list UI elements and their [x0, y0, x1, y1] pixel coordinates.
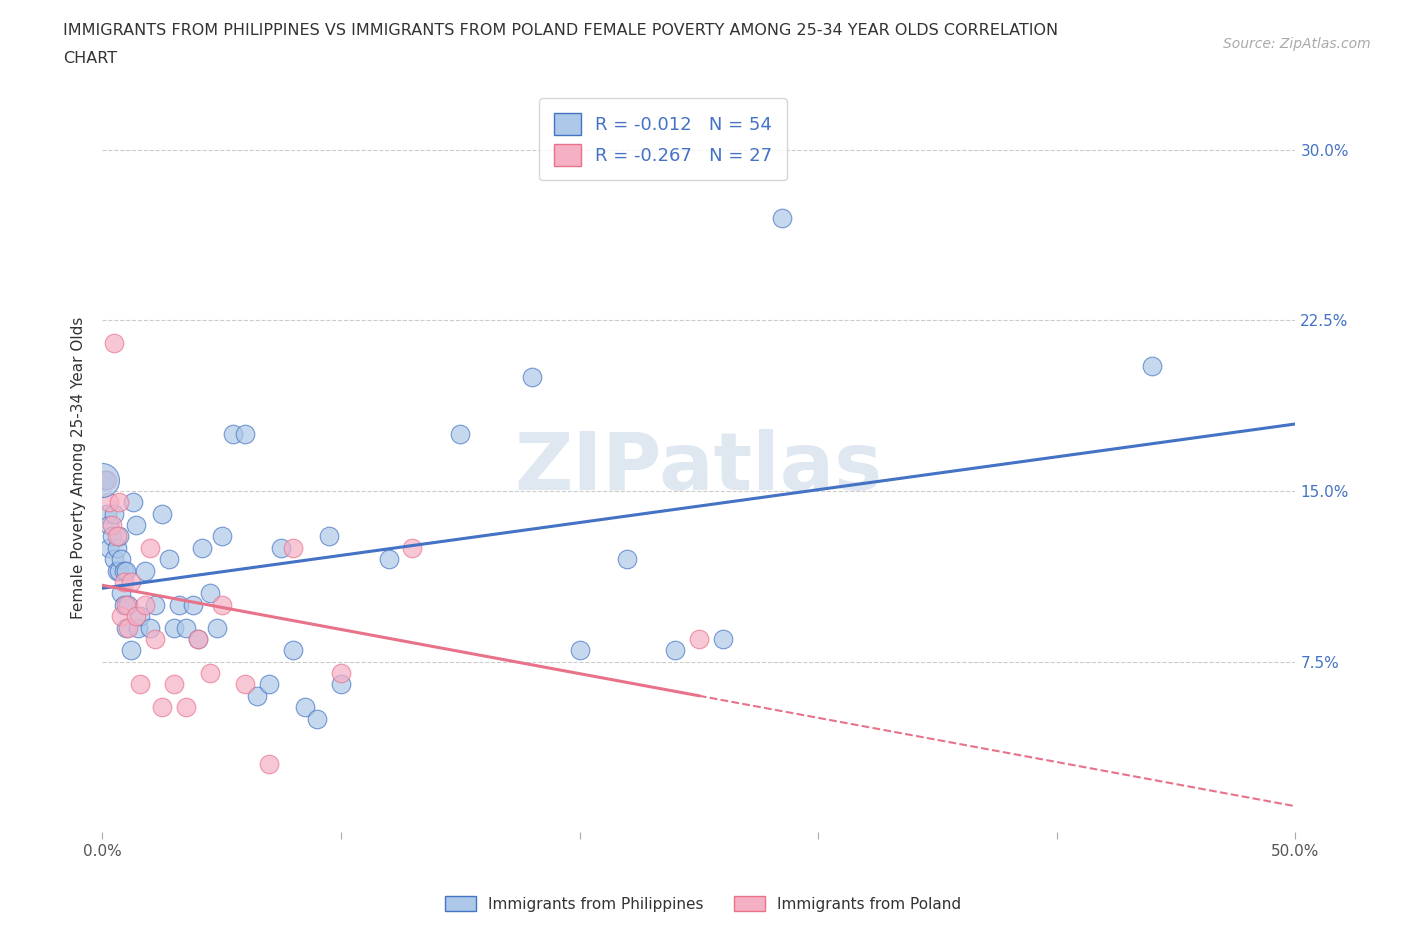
Legend: Immigrants from Philippines, Immigrants from Poland: Immigrants from Philippines, Immigrants …: [439, 889, 967, 918]
Point: [98, 518, 121, 533]
Point: [112, 564, 135, 578]
Point: [96, 472, 118, 487]
Point: [235, 677, 257, 692]
Point: [1142, 358, 1164, 373]
Point: [187, 631, 209, 646]
Point: [124, 518, 146, 533]
Point: [377, 551, 399, 566]
Point: [100, 529, 122, 544]
Point: [222, 427, 245, 442]
Point: [108, 529, 131, 544]
Point: [664, 643, 686, 658]
Point: [235, 427, 257, 442]
Point: [401, 540, 423, 555]
Point: [105, 540, 128, 555]
Point: [167, 597, 190, 612]
Text: CHART: CHART: [63, 51, 117, 66]
Point: [108, 564, 131, 578]
Point: [205, 620, 228, 635]
Point: [449, 427, 471, 442]
Point: [117, 620, 139, 635]
Point: [139, 540, 162, 555]
Text: Source: ZipAtlas.com: Source: ZipAtlas.com: [1223, 37, 1371, 51]
Point: [143, 631, 166, 646]
Point: [150, 506, 173, 521]
Point: [281, 643, 304, 658]
Point: [103, 506, 125, 521]
Point: [134, 597, 156, 612]
Point: [711, 631, 734, 646]
Point: [117, 597, 139, 612]
Point: [211, 529, 233, 544]
Point: [96, 506, 118, 521]
Point: [294, 699, 316, 714]
Point: [157, 551, 180, 566]
Point: [281, 540, 304, 555]
Point: [124, 609, 146, 624]
Point: [98, 495, 121, 510]
Text: IMMIGRANTS FROM PHILIPPINES VS IMMIGRANTS FROM POLAND FEMALE POVERTY AMONG 25-34: IMMIGRANTS FROM PHILIPPINES VS IMMIGRANT…: [63, 23, 1059, 38]
Point: [191, 540, 214, 555]
Point: [122, 495, 145, 510]
Point: [127, 620, 149, 635]
Point: [103, 336, 125, 351]
Point: [181, 597, 204, 612]
Point: [112, 575, 135, 590]
Point: [103, 551, 125, 566]
Point: [115, 620, 138, 635]
Legend: R = -0.012   N = 54, R = -0.267   N = 27: R = -0.012 N = 54, R = -0.267 N = 27: [540, 99, 787, 180]
Point: [187, 631, 209, 646]
Point: [110, 551, 132, 566]
Y-axis label: Female Poverty Among 25-34 Year Olds: Female Poverty Among 25-34 Year Olds: [72, 317, 86, 619]
Point: [163, 677, 186, 692]
Point: [688, 631, 710, 646]
Point: [259, 677, 281, 692]
Point: [129, 677, 152, 692]
Point: [568, 643, 591, 658]
Point: [246, 688, 269, 703]
Point: [93, 472, 115, 487]
Point: [329, 666, 352, 681]
Point: [110, 586, 132, 601]
Point: [100, 518, 122, 533]
Point: [150, 699, 173, 714]
Point: [112, 597, 135, 612]
Point: [129, 609, 152, 624]
Point: [91, 472, 114, 487]
Point: [211, 597, 233, 612]
Point: [616, 551, 638, 566]
Point: [110, 609, 132, 624]
Point: [108, 495, 131, 510]
Point: [329, 677, 352, 692]
Point: [174, 620, 197, 635]
Point: [134, 564, 156, 578]
Text: ZIPatlas: ZIPatlas: [515, 429, 883, 507]
Point: [105, 564, 128, 578]
Point: [198, 666, 221, 681]
Point: [143, 597, 166, 612]
Point: [120, 643, 142, 658]
Point: [198, 586, 221, 601]
Point: [270, 540, 292, 555]
Point: [770, 210, 793, 225]
Point: [174, 699, 197, 714]
Point: [115, 564, 138, 578]
Point: [115, 597, 138, 612]
Point: [305, 711, 328, 726]
Point: [120, 575, 142, 590]
Point: [259, 757, 281, 772]
Point: [318, 529, 340, 544]
Point: [163, 620, 186, 635]
Point: [98, 540, 121, 555]
Point: [520, 370, 543, 385]
Point: [105, 529, 128, 544]
Point: [139, 620, 162, 635]
